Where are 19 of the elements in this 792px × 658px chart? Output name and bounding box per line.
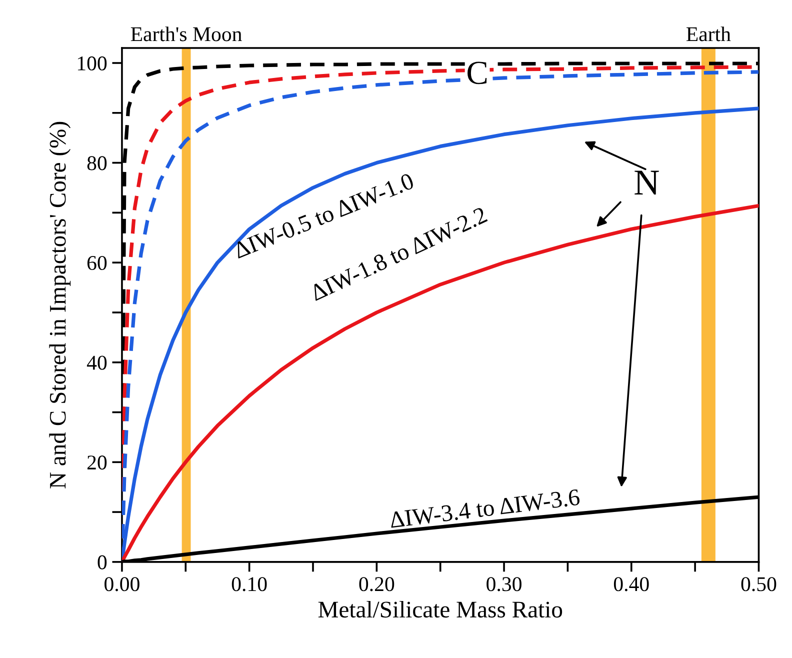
x-tick-label: 0.40 <box>614 577 649 592</box>
band-label: Earth <box>686 26 731 42</box>
y-tick-label: 80 <box>87 156 107 170</box>
x-tick-label: 0.30 <box>486 577 522 592</box>
x-tick-label: 0.00 <box>104 577 140 592</box>
annotation: C <box>468 62 487 84</box>
y-tick-label: 40 <box>86 356 107 370</box>
band-label: Earth's Moon <box>130 26 242 42</box>
x-axis-title: Metal/Silicate Mass Ratio <box>318 600 562 618</box>
y-tick-label: 60 <box>87 256 107 270</box>
y-axis-title: N and C Stored in Impactors' Core (%) <box>49 122 71 488</box>
y-tick-label: 0 <box>98 555 107 570</box>
x-tick-label: 0.10 <box>232 577 267 592</box>
annotation: N <box>634 170 659 194</box>
y-tick-label: 100 <box>78 56 107 70</box>
annotation: ΔIW-3.4 to ΔIW-3.6 <box>389 489 580 528</box>
x-tick-label: 0.50 <box>741 577 776 592</box>
y-tick-label: 20 <box>87 456 107 470</box>
x-tick-label: 0.20 <box>359 577 394 592</box>
